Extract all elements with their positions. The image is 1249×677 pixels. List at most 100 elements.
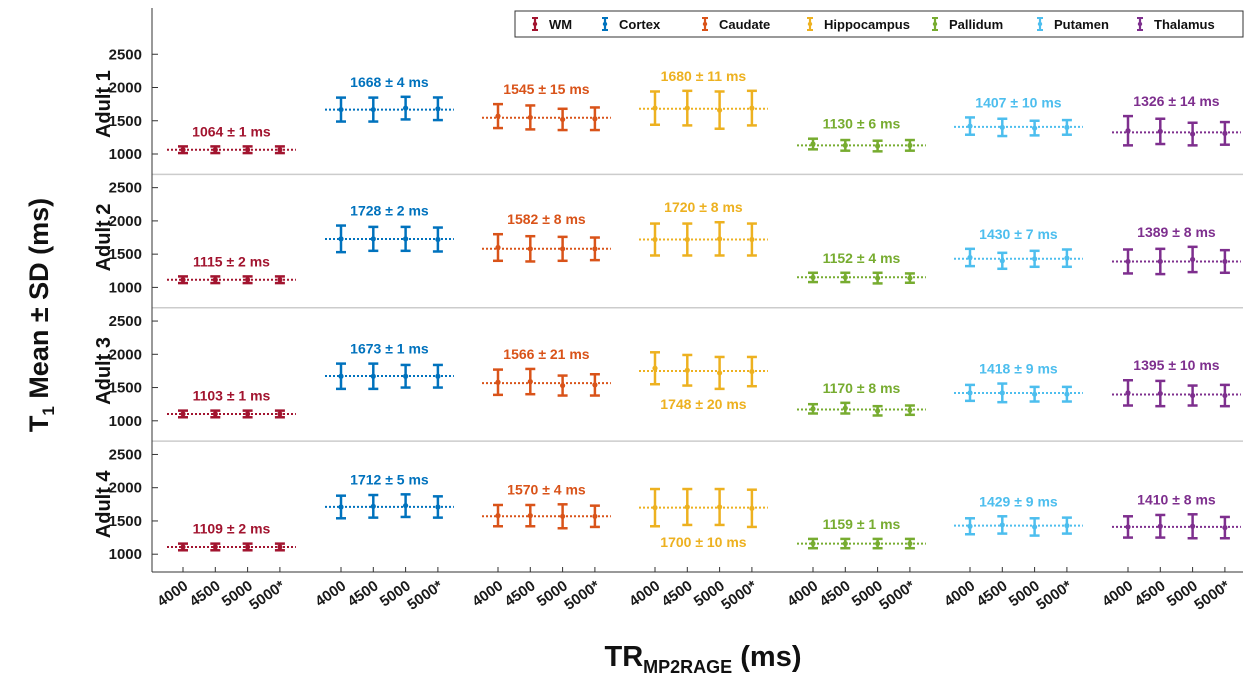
y-tick-label: 2000 xyxy=(109,480,142,497)
data-point xyxy=(1125,128,1131,134)
y-tick-label: 1000 xyxy=(109,279,142,296)
data-point xyxy=(277,147,283,153)
legend-box xyxy=(514,10,1244,38)
data-point xyxy=(999,390,1005,396)
data-point xyxy=(1125,390,1131,396)
data-point xyxy=(875,143,881,149)
x-tick-label: 4500 xyxy=(974,577,1011,610)
x-tick-label: 5000* xyxy=(404,577,446,614)
y-tick-label: 1500 xyxy=(109,246,142,263)
legend-marker-dot xyxy=(602,21,608,27)
data-point xyxy=(810,540,816,547)
data-point xyxy=(277,277,283,283)
legend-label: Caudate xyxy=(719,17,770,32)
data-point xyxy=(875,275,881,281)
data-point xyxy=(875,408,881,414)
data-point xyxy=(1190,256,1196,263)
data-point xyxy=(212,147,218,153)
data-point xyxy=(560,116,566,123)
data-point xyxy=(652,236,658,243)
data-point xyxy=(527,114,533,121)
legend-marker-dot xyxy=(807,21,813,27)
y-tick-label: 1500 xyxy=(109,380,142,397)
legend-item: Pallidum xyxy=(932,17,1003,32)
x-tick-label: 4500 xyxy=(345,577,382,610)
data-point xyxy=(403,236,409,242)
y-tick-label: 1000 xyxy=(109,413,142,430)
mean-annotation: 1566 ± 21 ms xyxy=(503,346,590,362)
data-point xyxy=(652,365,658,371)
data-point xyxy=(403,503,409,509)
axis-titles: T1 Mean ± SD (ms) TRMP2RAGE (ms) xyxy=(24,198,801,677)
legend-label: Pallidum xyxy=(949,17,1003,32)
data-point xyxy=(338,504,344,510)
legend-label: Thalamus xyxy=(1154,17,1215,32)
data-point xyxy=(842,405,848,411)
data-point xyxy=(810,141,816,147)
data-point xyxy=(180,411,186,417)
x-tick-label: 4000 xyxy=(469,577,506,610)
data-point xyxy=(370,236,376,242)
x-title-main: TR xyxy=(605,641,644,673)
data-point xyxy=(810,406,816,412)
data-point xyxy=(967,390,973,396)
data-point xyxy=(1125,258,1131,265)
data-point xyxy=(1157,523,1163,529)
x-title-sub: MP2RAGE xyxy=(643,657,732,677)
data-point xyxy=(435,504,441,510)
data-point xyxy=(495,244,501,251)
y-tick-label: 2500 xyxy=(109,313,142,330)
data-point xyxy=(999,258,1005,264)
panel-separators xyxy=(152,173,1243,442)
data-point xyxy=(435,236,441,243)
y-axis-title: T1 Mean ± SD (ms) xyxy=(24,198,58,432)
data-point xyxy=(245,277,251,283)
data-point xyxy=(652,105,658,111)
data-point xyxy=(684,105,690,111)
data-point xyxy=(1222,392,1228,399)
data-point xyxy=(180,277,186,283)
legend-item: Thalamus xyxy=(1137,17,1215,32)
data-point xyxy=(875,540,881,547)
data-point xyxy=(592,513,598,519)
data-point xyxy=(1032,125,1038,131)
y-tick-label: 1500 xyxy=(109,113,142,130)
data-point xyxy=(1032,256,1038,262)
data-point xyxy=(527,513,533,519)
legend-item: Hippocampus xyxy=(807,17,910,32)
data-point xyxy=(560,382,566,389)
x-tick-label: 5000* xyxy=(561,577,603,614)
legend-item: Cortex xyxy=(602,17,661,32)
legend-item: Putamen xyxy=(1037,17,1109,32)
mean-annotation: 1064 ± 1 ms xyxy=(192,123,271,139)
mean-annotation: 1395 ± 10 ms xyxy=(1133,357,1220,373)
data-point xyxy=(1157,258,1163,265)
y-title-sub: 1 xyxy=(39,406,58,415)
data-point xyxy=(560,513,566,519)
y-tick-label: 2500 xyxy=(109,446,142,463)
x-tick-label: 4000 xyxy=(154,577,191,610)
data-point xyxy=(1157,390,1163,397)
data-point xyxy=(842,540,848,547)
legend-label: Cortex xyxy=(619,17,661,32)
data-point xyxy=(1222,525,1228,531)
x-tick-label: 4000 xyxy=(784,577,821,610)
y-tick-label: 1000 xyxy=(109,146,142,163)
data-point xyxy=(370,503,376,509)
data-point xyxy=(180,544,186,550)
x-tick-label: 4500 xyxy=(1132,577,1169,610)
mean-annotation: 1673 ± 1 ms xyxy=(350,341,429,357)
data-point xyxy=(684,504,690,510)
x-tick-label: 4500 xyxy=(817,577,854,610)
data-point xyxy=(749,368,755,375)
legend-item: Caudate xyxy=(702,17,770,32)
mean-annotation: 1326 ± 14 ms xyxy=(1133,93,1220,109)
data-point xyxy=(684,367,690,373)
data-point xyxy=(967,254,973,261)
legend-label: WM xyxy=(549,17,572,32)
data-point xyxy=(1125,524,1131,530)
data-point xyxy=(277,411,283,417)
x-tick-label: 5000* xyxy=(876,577,918,614)
data-point xyxy=(560,246,566,252)
data-point xyxy=(652,505,658,511)
